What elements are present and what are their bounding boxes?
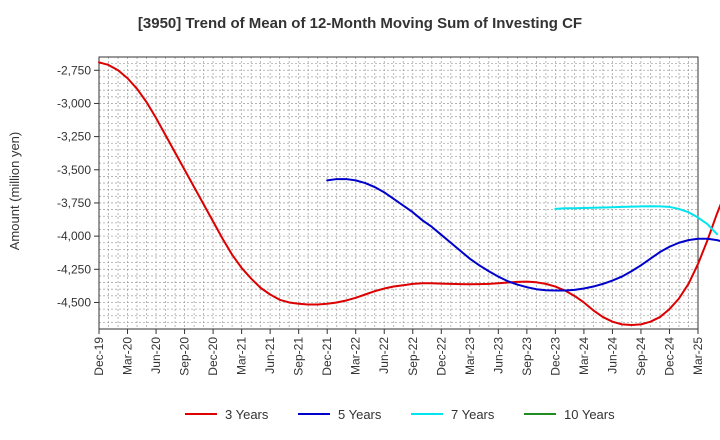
x-tick-label: Dec-23 <box>548 337 562 376</box>
x-tick-label: Mar-20 <box>121 337 135 375</box>
x-tick-label: Sep-22 <box>406 337 420 376</box>
plot-area-frame <box>98 56 699 330</box>
chart-title: [3950] Trend of Mean of 12-Month Moving … <box>138 15 582 32</box>
legend-label-10-years: 10 Years <box>564 407 615 422</box>
x-tick-label: Jun-22 <box>377 337 391 374</box>
x-tick-label: Sep-24 <box>634 337 648 376</box>
x-tick-label: Mar-22 <box>349 337 363 375</box>
series-lines <box>98 61 720 327</box>
x-tick-label: Jun-24 <box>605 337 619 374</box>
legend-label-5-years: 5 Years <box>338 407 382 422</box>
x-tick-label: Sep-21 <box>292 337 306 376</box>
grid <box>98 56 699 330</box>
x-tick-label: Jun-20 <box>149 337 163 374</box>
y-tick-label: -3,250 <box>57 130 91 144</box>
x-tick-label: Jun-23 <box>491 337 505 374</box>
y-axis-label: Amount (million yen) <box>7 132 22 251</box>
legend-label-3-years: 3 Years <box>225 407 269 422</box>
x-tick-label: Dec-19 <box>92 337 106 376</box>
x-axis-ticks: Dec-19 Mar-20 Jun-20 Sep-20 Dec-20 Mar-21 Jun-… <box>92 329 705 376</box>
x-tick-label: Dec-21 <box>320 337 334 376</box>
x-tick-label: Jun-21 <box>263 337 277 374</box>
x-tick-label: Dec-22 <box>434 337 448 376</box>
y-tick-label: -3,750 <box>57 196 91 210</box>
series-line-3-years <box>98 61 720 327</box>
y-tick-label: -4,500 <box>57 295 91 309</box>
y-tick-label: -4,250 <box>57 262 91 276</box>
series-line-7-years <box>554 205 719 236</box>
x-tick-label: Dec-24 <box>662 337 676 376</box>
y-tick-label: -3,000 <box>57 96 91 110</box>
y-axis-ticks: -2,750 -3,000 -3,250 -3,500 -3,750 -4,000 -4,2… <box>57 63 99 309</box>
x-tick-label: Sep-23 <box>520 337 534 376</box>
x-tick-label: Dec-20 <box>206 337 220 376</box>
series-line-5-years <box>326 178 720 292</box>
legend-label-7-years: 7 Years <box>451 407 495 422</box>
x-tick-label: Sep-20 <box>178 337 192 376</box>
x-tick-label: Mar-24 <box>577 337 591 375</box>
x-tick-label: Mar-23 <box>463 337 477 375</box>
y-tick-label: -2,750 <box>57 63 91 77</box>
y-tick-label: -3,500 <box>57 163 91 177</box>
legend: 3 Years 5 Years 7 Years 10 Years <box>185 407 615 422</box>
x-tick-label: Mar-25 <box>691 337 705 375</box>
x-tick-label: Mar-21 <box>235 337 249 375</box>
y-tick-label: -4,000 <box>57 229 91 243</box>
